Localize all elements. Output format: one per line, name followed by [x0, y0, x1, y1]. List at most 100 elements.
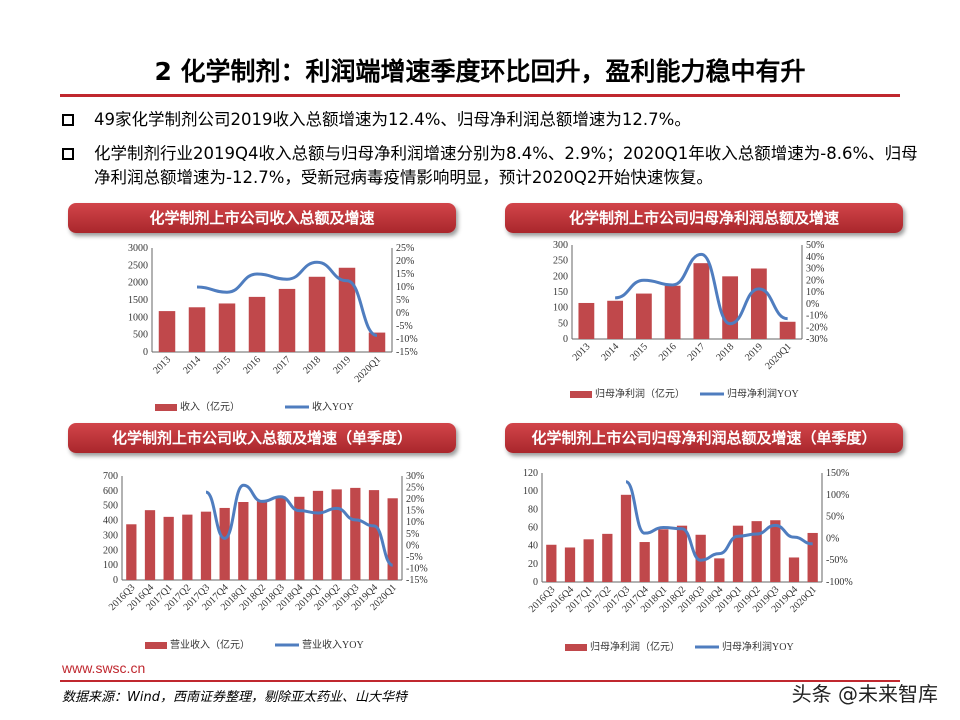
legend-bar-label: 归母净利润（亿元） [590, 640, 680, 653]
bullet-text: 49家化学制剂公司2019收入总额增速为12.4%、归母净利润总额增速为12.7… [94, 110, 691, 129]
y-tick-label: 150 [553, 287, 568, 298]
bar [807, 532, 818, 582]
y2-tick-label: -10% [396, 334, 418, 345]
y-tick-label: 20 [528, 559, 538, 570]
bar [750, 268, 767, 339]
y-tick-label: 300 [553, 240, 568, 251]
website-link[interactable]: www.swsc.cn [62, 660, 146, 676]
y-tick-label: 0 [533, 577, 538, 588]
bar [676, 525, 688, 582]
bar [238, 502, 249, 580]
bar [308, 276, 326, 352]
x-tick-label: 2016 [241, 354, 263, 376]
legend-line-label: 收入YOY [312, 400, 354, 413]
bar [338, 267, 356, 352]
chart-1-header: 化学制剂上市公司收入总额及增速 [68, 203, 456, 233]
y2-tick-label: 10% [396, 282, 414, 293]
bar [714, 558, 725, 582]
y2-tick-label: -15% [406, 575, 428, 586]
legend-bar-label: 收入（亿元） [180, 400, 240, 413]
y2-tick-label: 15% [406, 506, 424, 517]
chart-3-header: 化学制剂上市公司收入总额及增速（单季度） [68, 423, 456, 453]
x-tick-label: 2019 [331, 354, 353, 376]
y2-tick-label: 50% [826, 512, 844, 523]
bar [126, 524, 137, 580]
y2-tick-label: 40% [806, 252, 824, 263]
bar [583, 539, 594, 582]
y-tick-label: 120 [523, 468, 538, 479]
chart-2-profit-annual: 0 50 100 150 200 250 300 -30%-20%-10%0%10%20%30… [553, 240, 828, 400]
bar [546, 544, 557, 582]
bar [368, 490, 380, 580]
y2-tick-label: 0% [826, 533, 839, 544]
x-tick-label: 2015 [628, 341, 650, 363]
x-tick-label: 2013 [151, 354, 173, 376]
x-tick-label: 2016 [657, 341, 679, 363]
y-tick-label: 0 [143, 347, 148, 358]
bar [602, 533, 613, 582]
y-tick-label: 500 [103, 501, 118, 512]
y-tick-label: 300 [103, 530, 118, 541]
y2-tick-label: 20% [396, 256, 414, 267]
bar [182, 514, 193, 580]
y2-tick-label: 10% [406, 517, 424, 528]
bar [578, 302, 595, 339]
y-tick-label: 40 [528, 541, 538, 552]
y2-tick-label: -20% [806, 322, 828, 333]
bar [788, 557, 800, 582]
watermark: 头条 @未来智库 [791, 682, 938, 706]
y2-tick-label: 50% [806, 240, 824, 251]
x-tick-label: 2018 [714, 341, 736, 363]
chart-1-revenue-annual: 0 500 1000 1500 2000 2500 3000 -15% -10% -5% 0% 5% 1… [128, 243, 418, 413]
bar [664, 285, 681, 339]
chart-4-header: 化学制剂上市公司归母净利润总额及增速（单季度） [505, 423, 903, 453]
bar [350, 487, 361, 580]
bar [278, 288, 296, 352]
bar [163, 516, 174, 580]
y-tick-label: 500 [133, 330, 148, 341]
legend-line-label: 营业收入YOY [302, 638, 364, 651]
legend-bar-swatch [155, 404, 177, 411]
y2-tick-label: 0% [806, 299, 819, 310]
y2-tick-label: -5% [396, 321, 413, 332]
y-tick-label: 100 [553, 303, 568, 314]
legend-bar-swatch [565, 644, 587, 651]
bar [188, 307, 206, 352]
y2-tick-label: 30% [806, 264, 824, 275]
legend-line-label: 归母净利润YOY [727, 387, 799, 400]
x-tick-label: 2013 [571, 341, 593, 363]
bar [368, 332, 386, 352]
y-tick-label: 80 [528, 504, 538, 515]
x-tick-label: 2019 [743, 341, 765, 363]
y-tick-label: 400 [103, 516, 118, 527]
y-tick-label: 50 [558, 318, 568, 329]
y-tick-label: 0 [563, 334, 568, 345]
x-tick-label: 2018 [301, 354, 323, 376]
legend-line-label: 归母净利润YOY [722, 640, 794, 653]
x-tick-label: 2015 [211, 354, 233, 376]
bar [770, 520, 781, 582]
y2-tick-label: 5% [396, 295, 409, 306]
y2-tick-label: -50% [826, 555, 848, 566]
y2-tick-label: 25% [406, 483, 424, 494]
y-tick-label: 0 [113, 575, 118, 586]
bar [256, 501, 268, 580]
legend-bar-swatch [570, 391, 592, 398]
bar [607, 300, 624, 339]
bar [722, 276, 739, 339]
y-tick-label: 100 [103, 560, 118, 571]
bar [331, 489, 342, 580]
y-tick-label: 3000 [128, 243, 148, 254]
y2-tick-label: 25% [396, 243, 414, 254]
slide-title: 2 化学制剂：利润端增速季度环比回升，盈利能力稳中有升 [154, 57, 806, 86]
bar [693, 263, 710, 339]
y2-tick-label: -10% [806, 311, 828, 322]
x-tick-label: 2020Q1 [763, 341, 794, 372]
y-tick-label: 200 [553, 271, 568, 282]
y2-tick-label: -5% [406, 552, 423, 563]
bar [639, 542, 650, 582]
bar [387, 498, 398, 580]
y2-tick-label: 150% [826, 468, 849, 479]
bar [658, 529, 669, 582]
bar [695, 534, 706, 582]
